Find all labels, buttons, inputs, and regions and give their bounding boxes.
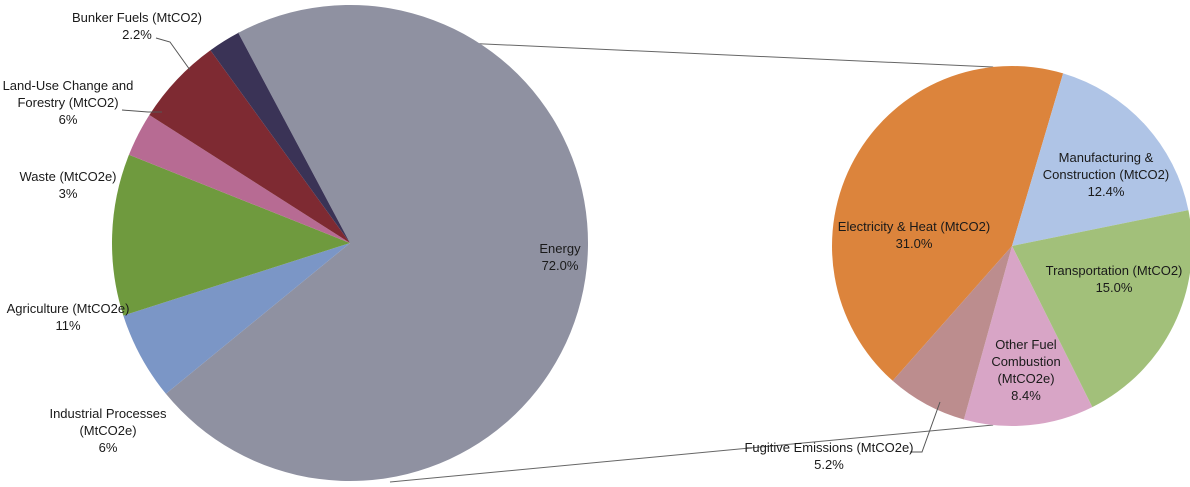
leader-fugitive-emissions <box>910 401 941 453</box>
agriculture-label: Agriculture (MtCO2e) 11% <box>7 301 130 333</box>
slice-electricity-and-heat <box>832 65 1064 381</box>
industrial-processes-label: Industrial Processes (MtCO2e) 6% <box>49 406 167 455</box>
slice-industrial-processes <box>123 243 350 394</box>
land-use-change-label: Land-Use Change and Forestry (MtCO2) 6% <box>3 78 134 127</box>
energy-breakdown-pie <box>832 65 1190 426</box>
leader-land-use-change <box>121 109 162 113</box>
transportation-label: Transportation (MtCO2) 15.0% <box>1046 263 1183 295</box>
slice-labels: Energy 72.0% Industrial Processes (MtCO2e) 6… <box>3 10 1183 472</box>
bunker-fuels-label: Bunker Fuels (MtCO2) 2.2% <box>72 10 202 42</box>
waste-label: Waste (MtCO2e) 3% <box>19 169 116 201</box>
leader-bunker-fuels <box>155 37 191 71</box>
main-pie <box>111 5 589 481</box>
manufacturing-construction-label: Manufacturing & Construction (MtCO2) 12.4% <box>1043 150 1169 199</box>
slice-transportation <box>1012 210 1190 408</box>
other-fuel-combustion-label: Other Fuel Combustion (MtCO2e) 8.4% <box>991 337 1060 403</box>
label-leader-lines <box>121 37 941 453</box>
slice-agriculture <box>111 154 350 316</box>
electricity-heat-label: Electricity & Heat (MtCO2) 31.0% <box>838 219 990 251</box>
slice-bunker-fuels <box>210 32 350 243</box>
slice-land-use-change-and-forestry <box>149 50 350 243</box>
fugitive-emissions-label: Fugitive Emissions (MtCO2e) 5.2% <box>744 440 913 472</box>
slice-fugitive-emissions <box>892 246 1012 420</box>
slice-other-fuel-combustion <box>963 246 1093 426</box>
energy-label: Energy 72.0% <box>539 241 581 273</box>
slice-waste <box>128 114 350 244</box>
connector-bottom <box>389 424 994 483</box>
slice-manufacturing-and-construction <box>1012 73 1189 246</box>
slice-energy <box>165 5 589 481</box>
